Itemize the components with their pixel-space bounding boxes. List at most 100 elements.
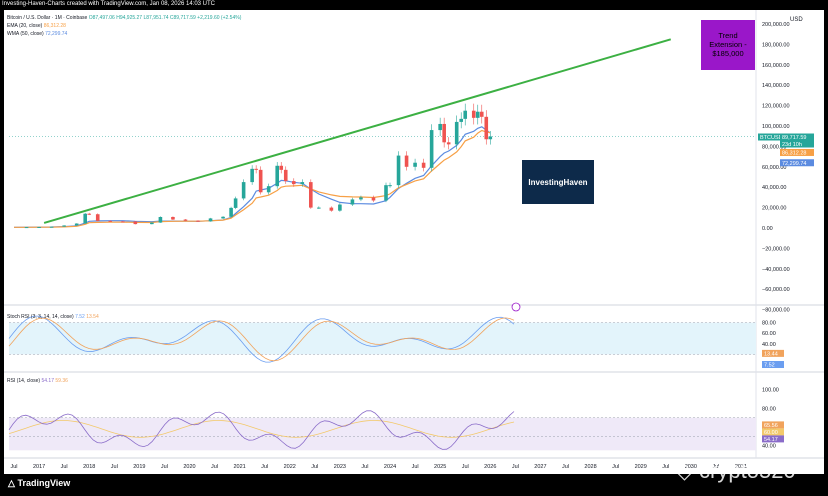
price-tick-label: 100,000.00 (762, 124, 790, 130)
rsi-ma-line (8, 420, 515, 438)
time-tick-label: 2030 (685, 464, 697, 470)
stoch-tick-label: 60.00 (762, 331, 776, 337)
trend-extension-text: Extension - (709, 40, 747, 49)
candle-body (158, 216, 163, 223)
rsi-value-tag (762, 435, 784, 443)
candle-body (309, 182, 313, 208)
wma-price-tag (780, 159, 814, 167)
candle-body (421, 162, 426, 168)
stoch-d-line (8, 317, 515, 362)
rsi-tick-label: 100.00 (762, 388, 779, 394)
time-tick-label: Jul (61, 464, 68, 470)
time-tick-label: Jul (662, 464, 669, 470)
tradingview-brand[interactable]: △ TradingView (8, 478, 70, 489)
rsi-ma-tag (762, 421, 784, 429)
time-tick-label: 2023 (334, 464, 346, 470)
last-price-tag-text: 89,717.59 (782, 135, 806, 141)
ohlc-low: L87,951.74 (143, 15, 169, 21)
time-tick-label: Jul (562, 464, 569, 470)
time-tick-label: 2020 (183, 464, 195, 470)
candle-body (241, 182, 246, 199)
candle-body (250, 168, 254, 183)
price-tick-label: 200,000.00 (762, 22, 790, 28)
candle-body (95, 214, 100, 221)
watermark-text: crypto520 (699, 458, 796, 483)
wma-line (13, 126, 491, 228)
drawing-marker-icon (511, 302, 521, 312)
investinghaven-logo (522, 160, 594, 204)
candle-body (266, 186, 271, 193)
symbol-tag-text: BTCUSD (760, 135, 783, 141)
candle-body (404, 155, 409, 167)
time-tick-label: 2018 (83, 464, 95, 470)
watermark: ◇ crypto520 (676, 458, 796, 484)
candle-body (87, 213, 92, 215)
candle-body (338, 204, 342, 211)
time-tick-label: Jul (211, 464, 218, 470)
candle-body (283, 169, 288, 182)
candle-body (413, 162, 417, 167)
stoch-band (9, 322, 756, 355)
price-axis: −80,000.00 −60,000.00 −40,000.00 −20,000.00… (762, 22, 790, 314)
chart-svg[interactable]: −80,000.00 −60,000.00 −40,000.00 −20,000.00… (4, 10, 824, 474)
candle-body (254, 168, 258, 170)
candle-body (475, 111, 480, 118)
price-tick-label: 140,000.00 (762, 83, 790, 89)
rsi-tick-label: 80.00 (762, 406, 776, 412)
candle-body (108, 220, 113, 222)
price-tick-label: 60,000.00 (762, 165, 786, 171)
rsi-line (8, 410, 515, 450)
candle-body (24, 227, 29, 229)
time-tick-label: Jul (161, 464, 168, 470)
candle-body (196, 220, 200, 222)
candle-body (49, 226, 54, 228)
trendline (43, 38, 672, 224)
candle-body (388, 185, 392, 187)
price-tick-label: −60,000.00 (762, 287, 790, 293)
time-tick-label: 2021 (233, 464, 245, 470)
candle-body (258, 169, 263, 193)
rsi-mid-tag-text: 60.00 (764, 430, 778, 436)
candle-body (300, 182, 305, 185)
time-tick-label: Jul (512, 464, 519, 470)
wma-legend[interactable]: WMA (50, close) 72,299.74 (7, 31, 67, 37)
time-tick-label: 2025 (434, 464, 446, 470)
time-tick-label: 2031 (735, 464, 747, 470)
stoch-legend-d: 13.54 (86, 314, 99, 320)
candle-body (208, 218, 213, 222)
stoch-k-tag-text: 7.52 (764, 363, 775, 369)
candle-body (459, 118, 464, 122)
candle-body (83, 213, 88, 224)
candles (24, 103, 493, 229)
rsi-legend-label: RSI (14, close) (7, 378, 41, 384)
stoch-d-tag-text: 13.44 (764, 351, 778, 357)
tradingview-brand-text: TradingView (17, 478, 71, 488)
time-tick-label: 2024 (384, 464, 396, 470)
chart-attribution: Investing-Haven-Charts created with Trad… (2, 1, 215, 7)
trend-extension-text: Trend (718, 31, 737, 40)
symbol-tag (758, 133, 780, 141)
ohlc-high: H94,925.27 (116, 15, 143, 21)
ema-legend-value: 86,312.28 (43, 23, 66, 29)
time-tick-label: Jul (111, 464, 118, 470)
chart-area[interactable]: −80,000.00 −60,000.00 −40,000.00 −20,000.00… (4, 10, 824, 474)
countdown-tag (780, 140, 814, 148)
candle-body (171, 216, 175, 220)
tradingview-logo-icon: △ (8, 478, 15, 488)
ohlc-open: O87,497.06 (88, 15, 115, 21)
time-tick-label: 2019 (133, 464, 145, 470)
price-tick-label: 0.00 (762, 226, 773, 232)
candle-body (329, 207, 334, 211)
candle-body (229, 207, 233, 217)
price-tick-label: 80,000.00 (762, 144, 786, 150)
ema-legend-label: EMA (20, close) (7, 23, 43, 29)
rsi-legend[interactable]: RSI (14, close) 54.17 59.36 (7, 378, 68, 384)
candle-body (446, 142, 451, 145)
ema-legend[interactable]: EMA (20, close) 86,312.28 (7, 23, 66, 29)
time-tick-label: 2017 (33, 464, 45, 470)
stoch-legend[interactable]: Stoch RSI (3, 3, 14, 14, close) 7.52 13.… (7, 314, 99, 320)
candle-body (221, 216, 225, 219)
time-tick-label: Jul (361, 464, 368, 470)
time-tick-label: 2022 (284, 464, 296, 470)
